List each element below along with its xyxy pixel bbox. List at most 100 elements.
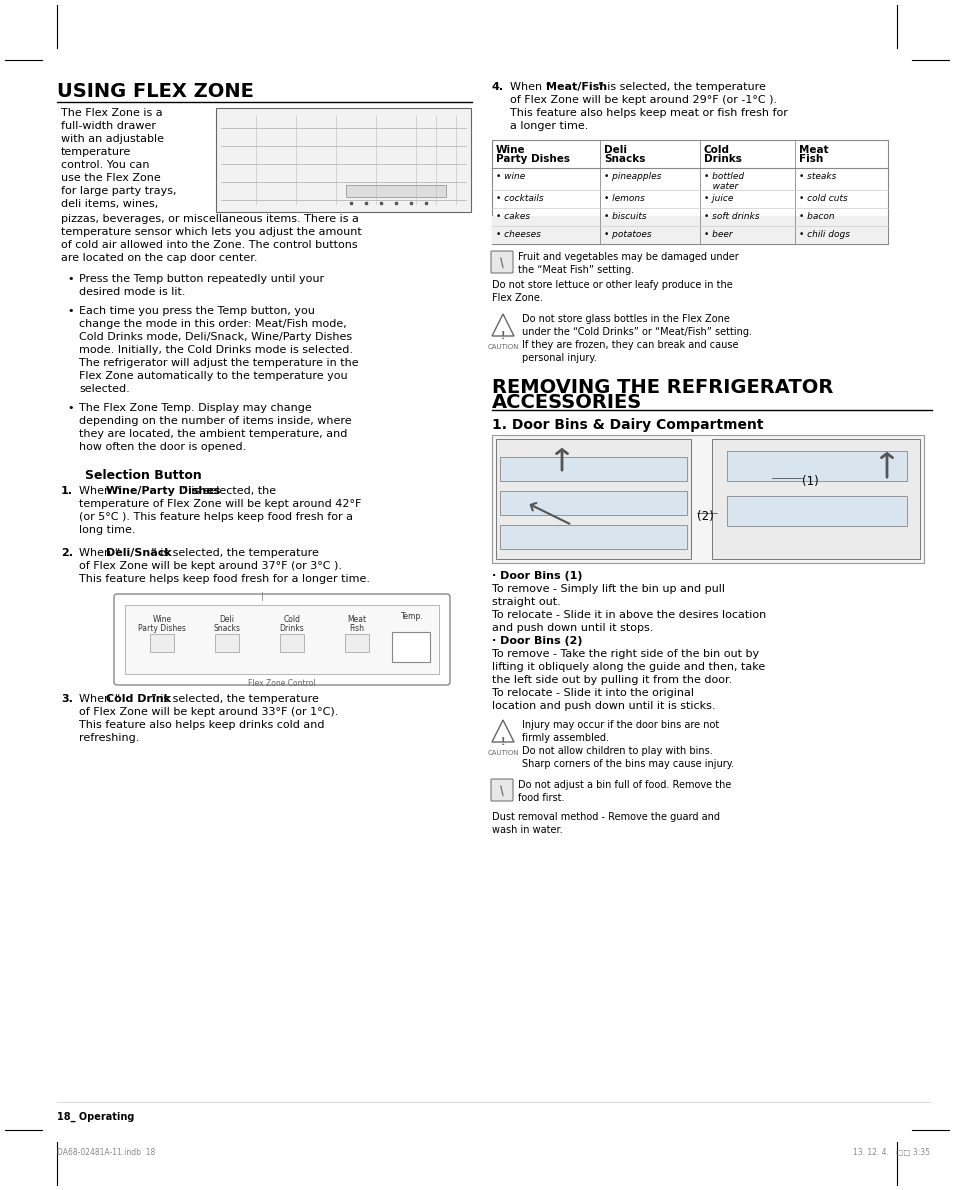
Text: !: ! (500, 331, 505, 342)
Text: Dust removal method - Remove the guard and: Dust removal method - Remove the guard a… (492, 812, 720, 822)
Text: This feature also helps keep drinks cold and: This feature also helps keep drinks cold… (79, 720, 324, 729)
Text: • bottled: • bottled (703, 173, 743, 181)
Text: Meat/Fish: Meat/Fish (545, 82, 606, 92)
Text: Press the Temp button repeatedly until your: Press the Temp button repeatedly until y… (79, 274, 324, 284)
Text: • beer: • beer (703, 230, 732, 239)
Text: with an adjustable: with an adjustable (61, 134, 164, 144)
FancyBboxPatch shape (113, 594, 450, 685)
Text: Meat: Meat (347, 615, 366, 624)
Text: Drinks: Drinks (703, 154, 741, 164)
Text: ACCESSORIES: ACCESSORIES (492, 393, 641, 412)
Text: of Flex Zone will be kept around 33°F (or 1°C).: of Flex Zone will be kept around 33°F (o… (79, 707, 338, 718)
Text: • cakes: • cakes (496, 212, 530, 221)
Text: The Flex Zone Temp. Display may change: The Flex Zone Temp. Display may change (79, 403, 312, 413)
Text: Deli: Deli (219, 615, 234, 624)
Text: Cold Drink: Cold Drink (106, 694, 171, 704)
Text: • biscuits: • biscuits (603, 212, 646, 221)
Text: When “: When “ (79, 694, 120, 704)
Text: • lemons: • lemons (603, 194, 644, 203)
Text: · Door Bins (1): · Door Bins (1) (492, 571, 582, 581)
Text: change the mode in this order: Meat/Fish mode,: change the mode in this order: Meat/Fish… (79, 319, 346, 328)
Text: Do not store lettuce or other leafy produce in the: Do not store lettuce or other leafy prod… (492, 280, 732, 290)
Bar (345, 634, 369, 652)
Text: of Flex Zone will be kept around 37°F (or 3°C ).: of Flex Zone will be kept around 37°F (o… (79, 560, 341, 571)
Text: 3.: 3. (61, 694, 72, 704)
Text: REMOVING THE REFRIGERATOR: REMOVING THE REFRIGERATOR (492, 378, 833, 397)
Text: of Flex Zone will be kept around 29°F (or -1°C ).: of Flex Zone will be kept around 29°F (o… (510, 95, 777, 105)
Text: Meat: Meat (799, 145, 828, 155)
Text: • juice: • juice (703, 194, 733, 203)
FancyBboxPatch shape (726, 451, 906, 481)
Text: deli items, wines,: deli items, wines, (61, 199, 158, 209)
Text: Snacks: Snacks (603, 154, 644, 164)
Text: Wine/Party Dishes: Wine/Party Dishes (106, 486, 220, 496)
FancyBboxPatch shape (499, 457, 686, 481)
Text: This feature also helps keep meat or fish fresh for: This feature also helps keep meat or fis… (510, 108, 787, 118)
Text: Temp.: Temp. (400, 612, 423, 621)
Text: ” is selected, the: ” is selected, the (182, 486, 276, 496)
Text: Deli/Snack: Deli/Snack (106, 549, 172, 558)
Text: long time.: long time. (79, 525, 135, 536)
Bar (125, 605, 438, 674)
Text: When “: When “ (79, 486, 120, 496)
Text: straight out.: straight out. (492, 597, 560, 607)
Text: Wine: Wine (496, 145, 525, 155)
Text: /: / (497, 784, 507, 797)
Text: Flex Zone.: Flex Zone. (492, 293, 542, 303)
Text: 13. 12. 4.   □□ 3:35: 13. 12. 4. □□ 3:35 (852, 1148, 929, 1157)
Text: use the Flex Zone: use the Flex Zone (61, 173, 161, 183)
Bar (392, 632, 430, 662)
Text: Flex Zone automatically to the temperature you: Flex Zone automatically to the temperatu… (79, 371, 347, 381)
Text: mode. Initially, the Cold Drinks mode is selected.: mode. Initially, the Cold Drinks mode is… (79, 345, 353, 355)
Text: When “: When “ (510, 82, 551, 92)
Text: •: • (67, 403, 73, 413)
Text: are located on the cap door center.: are located on the cap door center. (61, 253, 257, 263)
Text: control. You can: control. You can (61, 159, 150, 170)
Text: The Flex Zone is a: The Flex Zone is a (61, 108, 162, 118)
Text: firmly assembled.: firmly assembled. (521, 733, 608, 743)
Text: !: ! (500, 737, 505, 747)
Text: (or 5°C ). This feature helps keep food fresh for a: (or 5°C ). This feature helps keep food … (79, 512, 353, 522)
Text: depending on the number of items inside, where: depending on the number of items inside,… (79, 416, 352, 426)
Text: Do not store glass bottles in the Flex Zone: Do not store glass bottles in the Flex Z… (521, 314, 729, 324)
Text: /: / (497, 256, 507, 269)
FancyBboxPatch shape (499, 525, 686, 549)
FancyBboxPatch shape (491, 251, 513, 273)
Text: If they are frozen, they can break and cause: If they are frozen, they can break and c… (521, 340, 738, 350)
Text: temperature: temperature (61, 148, 132, 157)
Text: • chili dogs: • chili dogs (799, 230, 849, 239)
Bar (496, 439, 690, 559)
Text: Drinks: Drinks (279, 624, 304, 633)
Text: (2): (2) (697, 511, 713, 522)
Text: for large party trays,: for large party trays, (61, 186, 176, 196)
Bar (492, 140, 887, 244)
Text: full-width drawer: full-width drawer (61, 121, 156, 131)
Text: • wine: • wine (496, 173, 525, 181)
Text: To remove - Simply lift the bin up and pull: To remove - Simply lift the bin up and p… (492, 584, 724, 594)
Text: the “Meat Fish” setting.: the “Meat Fish” setting. (517, 265, 634, 275)
Text: refreshing.: refreshing. (79, 733, 139, 743)
Text: Each time you press the Temp button, you: Each time you press the Temp button, you (79, 306, 314, 317)
Text: they are located, the ambient temperature, and: they are located, the ambient temperatur… (79, 430, 347, 439)
Text: Do not adjust a bin full of food. Remove the: Do not adjust a bin full of food. Remove… (517, 779, 731, 790)
Text: To relocate - Slide it in above the desires location: To relocate - Slide it in above the desi… (492, 610, 765, 620)
Text: Party Dishes: Party Dishes (138, 624, 186, 633)
Text: ” is selected, the temperature: ” is selected, the temperature (151, 694, 318, 704)
Text: food first.: food first. (517, 793, 564, 803)
Text: Cold: Cold (283, 615, 300, 624)
Text: location and push down until it is sticks.: location and push down until it is stick… (492, 701, 715, 710)
FancyBboxPatch shape (215, 108, 471, 212)
Text: how often the door is opened.: how often the door is opened. (79, 441, 246, 452)
Text: temperature of Flex Zone will be kept around 42°F: temperature of Flex Zone will be kept ar… (79, 499, 361, 509)
Bar (214, 634, 239, 652)
Text: •: • (67, 274, 73, 284)
Text: selected.: selected. (79, 384, 130, 394)
Text: and push down until it stops.: and push down until it stops. (492, 624, 653, 633)
Text: To remove - Take the right side of the bin out by: To remove - Take the right side of the b… (492, 649, 759, 659)
Text: CAUTION: CAUTION (487, 344, 518, 350)
Text: of cold air allowed into the Zone. The control buttons: of cold air allowed into the Zone. The c… (61, 240, 357, 250)
Text: DA68-02481A-11.indb  18: DA68-02481A-11.indb 18 (57, 1148, 155, 1157)
Bar (711, 439, 919, 559)
Text: 18_ Operating: 18_ Operating (57, 1111, 134, 1122)
Text: Cold Drinks mode, Deli/Snack, Wine/Party Dishes: Cold Drinks mode, Deli/Snack, Wine/Party… (79, 332, 352, 342)
